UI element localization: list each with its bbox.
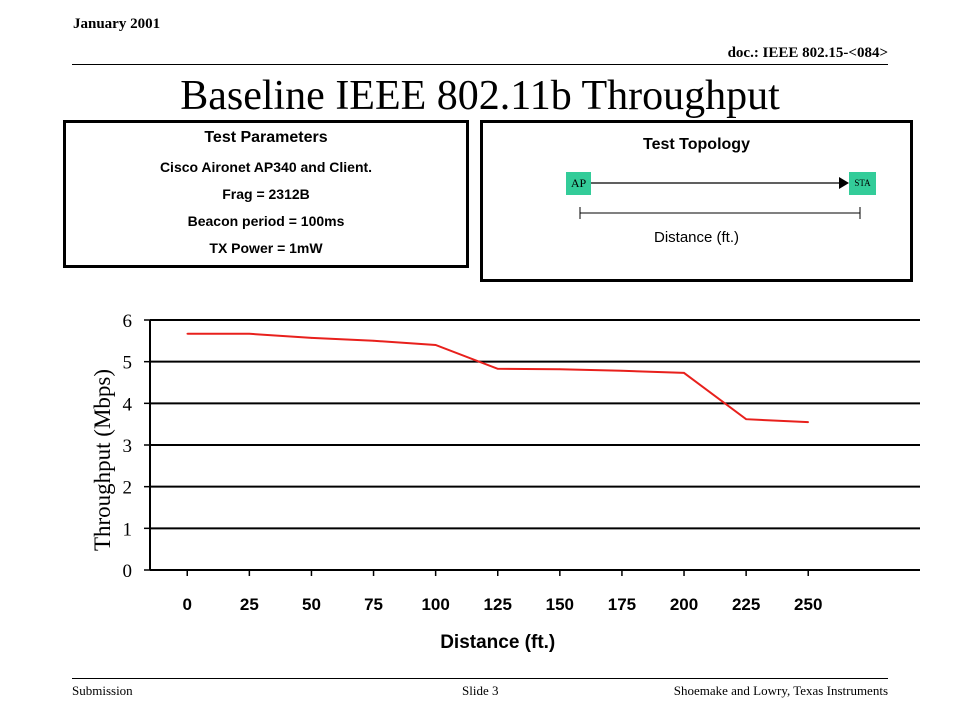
sta-node: STA	[849, 172, 876, 195]
x-tick-label: 100	[421, 595, 449, 614]
y-tick-label: 6	[123, 311, 133, 332]
data-point	[621, 370, 623, 372]
y-tick-label: 4	[123, 394, 133, 415]
data-point	[434, 344, 437, 346]
data-point	[310, 337, 313, 339]
data-point	[745, 418, 747, 420]
x-tick-label: 75	[364, 595, 383, 614]
y-tick-label: 5	[123, 353, 133, 374]
x-tick-label: 225	[732, 595, 760, 614]
throughput-series-line	[187, 332, 809, 424]
y-tick-label: 2	[123, 478, 133, 499]
y-tick-labels: 0 1 2 3 4 5 6	[123, 311, 133, 582]
footer-slide-number: Slide 3	[462, 683, 499, 698]
param-line: Cisco Aironet AP340 and Client.	[159, 159, 373, 175]
x-tick-label: 125	[484, 595, 512, 614]
x-tick-labels: 0 25 50 75 100 125 150 175 200 225 250	[183, 595, 823, 614]
x-tick-label: 0	[183, 595, 192, 614]
footer-authors: Shoemake and Lowry, Texas Instruments	[673, 683, 888, 698]
x-tick-label: 200	[670, 595, 698, 614]
chart-series	[186, 332, 810, 424]
test-parameters-heading: Test Parameters	[204, 129, 328, 146]
link-arrowhead	[839, 177, 849, 189]
ap-node: AP	[566, 172, 591, 195]
x-tick-label: 175	[608, 595, 636, 614]
throughput-chart: 0 1 2 3 4 5 6 0 25 50 75 100 125 150 175 200 225 250 Dis…	[90, 311, 920, 653]
x-tick-label: 50	[302, 595, 321, 614]
chart-grid	[150, 319, 920, 530]
chart-axes	[144, 319, 920, 576]
x-tick-label: 250	[794, 595, 822, 614]
footer-submission: Submission	[72, 683, 133, 698]
header-doc-id: doc.: IEEE 802.15-<084>	[727, 45, 888, 61]
data-point	[807, 421, 810, 423]
data-point	[372, 340, 375, 342]
param-line: TX Power = 1mW	[209, 240, 323, 256]
y-axis-label: Throughput (Mbps)	[90, 369, 115, 551]
x-tick-label: 25	[240, 595, 259, 614]
test-topology-heading: Test Topology	[643, 136, 750, 153]
test-parameters-box: Test Parameters Cisco Aironet AP340 and …	[63, 120, 469, 268]
x-axis-label: Distance (ft.)	[440, 632, 555, 653]
x-tick-label: 150	[546, 595, 574, 614]
param-line: Beacon period = 100ms	[187, 213, 345, 229]
slide-title: Baseline IEEE 802.11b Throughput	[180, 73, 780, 119]
param-line: Frag = 2312B	[222, 186, 310, 202]
y-tick-label: 1	[123, 519, 133, 540]
test-topology-box: Test Topology AP STA Distance (ft.)	[480, 120, 913, 282]
data-point	[248, 332, 251, 335]
y-tick-label: 0	[123, 561, 133, 582]
topology-distance-label: Distance (ft.)	[653, 229, 740, 246]
data-point	[496, 367, 499, 370]
data-point	[186, 332, 189, 335]
data-point	[683, 372, 685, 374]
header-date: January 2001	[73, 16, 161, 32]
y-tick-label: 3	[123, 436, 133, 457]
header-rule	[72, 64, 888, 65]
data-point	[559, 368, 561, 370]
topology-diagram	[579, 177, 861, 219]
footer-rule	[72, 678, 888, 679]
